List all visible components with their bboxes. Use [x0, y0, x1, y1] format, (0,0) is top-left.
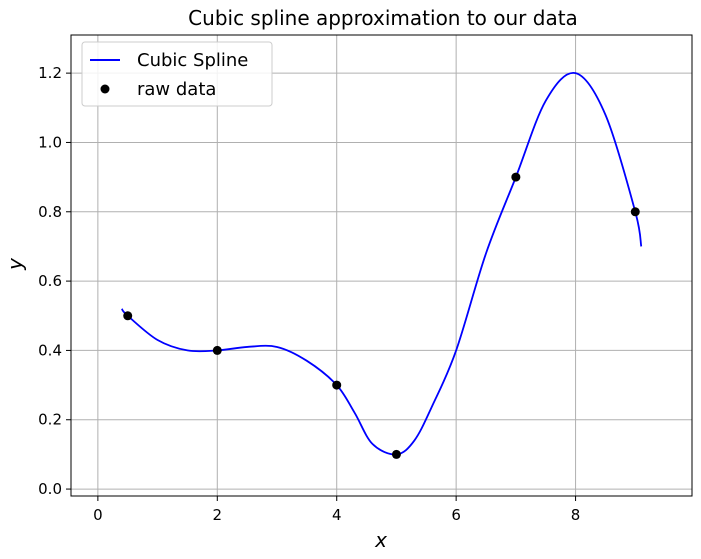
- x-tick-label: 4: [332, 506, 342, 524]
- x-tick-label: 8: [571, 506, 581, 524]
- legend-label: raw data: [137, 79, 216, 100]
- raw-data-point: [332, 380, 342, 390]
- y-tick-label: 1.2: [38, 64, 62, 82]
- x-axis-label: x: [374, 528, 387, 552]
- y-tick-label: 1.0: [38, 133, 62, 151]
- legend-marker-swatch: [100, 84, 110, 94]
- axis-ticks: 0 2 4 6 8 0.0 0.2 0.4 0.6 0.8 1.0 1.2: [38, 64, 580, 524]
- raw-data-point: [630, 207, 640, 217]
- x-tick-label: 0: [93, 506, 103, 524]
- plot-series: [121, 72, 643, 459]
- raw-data-point: [212, 345, 222, 355]
- x-tick-label: 6: [451, 506, 461, 524]
- legend-label: Cubic Spline: [137, 50, 248, 71]
- plot-frame: [70, 34, 693, 497]
- y-tick-label: 0.4: [38, 341, 62, 359]
- raw-data-point: [123, 311, 133, 321]
- raw-data-point: [391, 449, 401, 459]
- y-tick-label: 0.0: [38, 480, 62, 498]
- y-axis-label: y: [3, 257, 27, 271]
- y-tick-label: 0.6: [38, 272, 62, 290]
- x-tick-label: 2: [213, 506, 223, 524]
- grid: [71, 35, 692, 496]
- legend: Cubic Spline raw data: [81, 41, 273, 107]
- legend-box: [81, 41, 273, 107]
- chart-title: Cubic spline approximation to our data: [188, 6, 578, 30]
- raw-data-point: [511, 172, 521, 182]
- y-tick-label: 0.8: [38, 203, 62, 221]
- y-tick-label: 0.2: [38, 411, 62, 429]
